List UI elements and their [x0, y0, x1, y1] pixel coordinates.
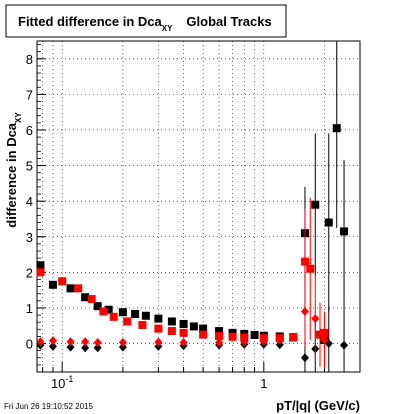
y-tick-label: 2 — [26, 265, 33, 280]
data-point-diamond — [81, 337, 90, 347]
data-point-diamond — [215, 337, 224, 347]
data-point-square — [154, 324, 163, 333]
data-point-diamond — [66, 337, 75, 347]
data-point-square — [167, 317, 176, 326]
data-point-square — [131, 309, 140, 318]
data-point-square — [81, 293, 90, 302]
data-point-square — [109, 312, 118, 321]
title-box: Fitted difference in DcaXY Global Tracks — [5, 4, 287, 38]
data-point-diamond — [93, 337, 102, 347]
data-point-diamond — [118, 342, 127, 352]
y-tick-label: 4 — [26, 194, 33, 209]
data-point-square — [154, 314, 163, 323]
data-point-square — [179, 328, 188, 337]
data-point-square — [324, 218, 333, 227]
data-point-diamond — [340, 340, 349, 350]
x-tick-label: 10-1 — [51, 374, 73, 391]
data-point-square — [340, 227, 349, 236]
data-point-diamond — [320, 335, 329, 345]
y-axis-label: difference in DcaXY — [4, 112, 23, 228]
x-tick-label: 1 — [260, 376, 267, 391]
data-point-square — [99, 307, 108, 316]
data-point-square — [93, 302, 102, 311]
axis-ticks: 0 1 2 3 4 5 6 7 8 10-1 1 — [26, 44, 361, 391]
data-point-square — [104, 305, 113, 314]
data-point-square — [199, 324, 208, 333]
y-tick-label: 5 — [26, 159, 33, 174]
data-point-diamond — [300, 353, 309, 363]
data-point-square — [332, 124, 341, 133]
data-point-square — [66, 284, 75, 293]
data-point-diamond — [311, 314, 320, 324]
data-point-diamond — [36, 337, 45, 347]
data-point-square — [316, 330, 325, 339]
data-point-square — [141, 311, 150, 320]
footer-timestamp: Fri Jun 26 19:10:52 2015 — [4, 402, 94, 411]
data-point-square — [179, 319, 188, 328]
data-point-square — [167, 327, 176, 336]
y-tick-label: 0 — [26, 337, 33, 352]
data-point-square — [138, 321, 147, 330]
data-point-square — [199, 330, 208, 339]
data-point-diamond — [81, 343, 90, 353]
data-point-diamond — [48, 336, 57, 346]
y-tick-label: 3 — [26, 230, 33, 245]
y-tick-label: 8 — [26, 52, 33, 67]
plot-frame — [36, 40, 361, 373]
data-point-square — [118, 308, 127, 317]
data-point-square — [311, 200, 320, 209]
data-markers — [36, 41, 349, 372]
title-main: Fitted difference in DcaXY Global Tracks — [18, 14, 272, 33]
data-point-square — [36, 268, 45, 277]
data-point-diamond — [93, 343, 102, 353]
data-point-diamond — [66, 342, 75, 352]
data-point-square — [250, 330, 259, 339]
y-tick-label: 7 — [26, 87, 33, 102]
data-point-diamond — [275, 335, 284, 345]
data-point-square — [289, 333, 298, 342]
data-point-diamond — [275, 340, 284, 350]
data-point-square — [215, 327, 224, 336]
plot-area: 0 1 2 3 4 5 6 7 8 10-1 1 — [26, 40, 361, 391]
data-point-square — [306, 264, 315, 273]
data-point-square — [36, 261, 45, 270]
data-point-square — [74, 284, 83, 293]
data-point-square — [228, 332, 237, 341]
title-frame — [5, 4, 287, 38]
data-point-diamond — [300, 306, 309, 316]
data-point-square — [215, 332, 224, 341]
data-point-diamond — [118, 337, 127, 347]
x-axis-label: pT/|q| (GeV/c) — [276, 398, 360, 413]
data-point-square — [123, 317, 132, 326]
data-point-square — [58, 277, 67, 286]
y-tick-label: 6 — [26, 123, 33, 138]
data-point-diamond — [179, 337, 188, 347]
data-point-square — [87, 295, 96, 304]
y-tick-label: 1 — [26, 301, 33, 316]
data-point-square — [189, 322, 198, 331]
data-point-square — [48, 280, 57, 289]
data-point-diamond — [48, 341, 57, 351]
data-point-square — [300, 257, 309, 266]
data-point-diamond — [259, 336, 268, 346]
data-point-diamond — [240, 337, 249, 347]
data-point-diamond — [154, 337, 163, 347]
